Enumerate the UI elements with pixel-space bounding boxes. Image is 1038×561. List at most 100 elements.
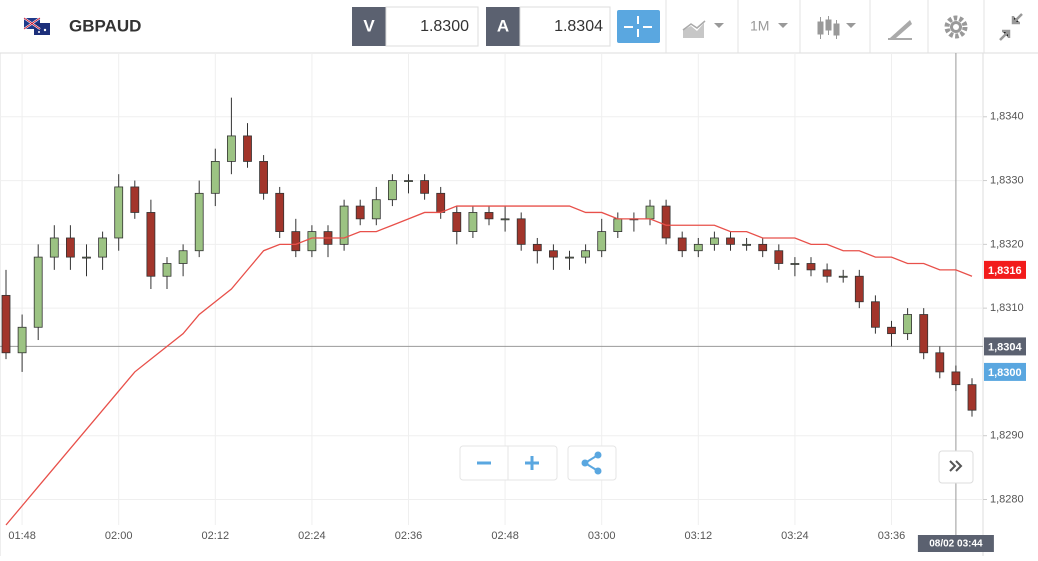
candle-body [854, 275, 864, 303]
candle-body [146, 212, 156, 277]
chart-type-button[interactable] [682, 20, 724, 38]
candle-body [226, 135, 236, 162]
candle-body [98, 237, 107, 258]
price-tag-label: 1,8304 [988, 341, 1023, 353]
scroll-end-button[interactable] [938, 450, 974, 484]
interval[interactable]: 1M [750, 18, 769, 34]
candle-body [436, 192, 446, 213]
x-tick-label: 03:12 [685, 530, 713, 542]
candle-body [661, 205, 671, 239]
sell-button[interactable] [352, 7, 386, 46]
candle-body [484, 212, 494, 220]
candle-body [114, 186, 124, 239]
x-tick-label: 03:36 [878, 530, 906, 542]
candle-body [758, 243, 768, 252]
candle-body [710, 237, 719, 245]
candle-body [243, 135, 252, 162]
candle-body [532, 243, 542, 252]
candle-body [162, 263, 172, 277]
candle-body [919, 314, 929, 354]
candle-body [565, 256, 574, 259]
candle-body [66, 237, 75, 258]
time-tag-label: 08/02 03:44 [929, 539, 983, 550]
buy-button[interactable] [486, 7, 520, 46]
x-tick-label: 01:48 [8, 530, 36, 542]
candle-body [178, 250, 188, 264]
candle-body [871, 301, 880, 328]
drawing-button[interactable] [888, 20, 912, 40]
crosshair-button[interactable] [617, 10, 660, 43]
candle-body [194, 192, 204, 252]
candle-body [210, 161, 220, 194]
candle-body [49, 237, 59, 258]
candle-body [677, 237, 687, 252]
sell-label: V [363, 16, 375, 35]
candle-body [726, 237, 735, 245]
flag [23, 17, 50, 35]
candle-body [371, 199, 381, 220]
moving-average [5, 205, 973, 526]
candle-body [452, 212, 462, 232]
x-tick-label: 02:00 [105, 530, 133, 542]
buy-label: A [497, 16, 509, 35]
candle-body [468, 212, 478, 232]
candle-body [500, 218, 510, 221]
candle-body [806, 263, 816, 271]
candle-body [404, 180, 413, 182]
price-tag [984, 362, 1026, 381]
candle-body [774, 250, 784, 264]
candle-style-button[interactable] [817, 16, 856, 39]
candle-body [17, 326, 27, 354]
collapse-button[interactable] [999, 13, 1023, 41]
candle-body [339, 205, 349, 245]
symbol: GBPAUD [69, 16, 141, 35]
candle-body [355, 205, 365, 220]
settings-button[interactable] [944, 15, 968, 39]
candle-body [693, 243, 703, 252]
x-tick-label: 03:00 [588, 530, 616, 542]
candle-body [597, 231, 607, 252]
x-tick-label: 02:36 [395, 530, 423, 542]
candle-body [613, 218, 623, 232]
y-tick-label: 1,8310 [990, 302, 1024, 314]
candle-body [951, 371, 961, 386]
candle-body [1, 294, 11, 354]
candle-body [645, 205, 655, 220]
candle-body [581, 250, 590, 258]
x-tick-label: 02:48 [491, 530, 519, 542]
candle-body [822, 269, 832, 277]
candle-body [742, 243, 751, 246]
zoom-in[interactable] [525, 456, 539, 470]
candle-body [887, 326, 896, 335]
y-tick-label: 1,8280 [990, 493, 1024, 505]
y-tick-label: 1,8340 [990, 111, 1024, 123]
candle-body [549, 250, 558, 258]
y-tick-label: 1,8330 [990, 174, 1024, 186]
candle-body [516, 218, 526, 245]
sell-price-box[interactable] [385, 6, 479, 47]
price-tag-label: 1,8300 [988, 367, 1022, 379]
candle-body [275, 192, 285, 232]
candle-body [130, 186, 140, 213]
candle-body [387, 180, 397, 201]
candle-body [838, 275, 848, 278]
candle-body [967, 384, 977, 411]
share-button[interactable] [567, 445, 617, 481]
price-tag [984, 260, 1026, 279]
price-tag [984, 337, 1026, 356]
y-tick-label: 1,8290 [990, 430, 1024, 442]
buy-price-box[interactable] [519, 6, 611, 47]
zoom-controls [459, 445, 974, 484]
candle-body [259, 161, 269, 194]
x-tick-label: 03:24 [781, 530, 809, 542]
buy-price: 1.8304 [554, 18, 603, 35]
sell-price: 1.8300 [420, 18, 469, 35]
y-tick-label: 1,8320 [990, 238, 1024, 250]
x-tick-label: 02:12 [202, 530, 230, 542]
price-tag-label: 1,8316 [988, 265, 1022, 277]
candle-body [82, 256, 91, 259]
candle-body [291, 231, 301, 252]
candle-body [935, 352, 945, 373]
time-tag [917, 535, 994, 552]
